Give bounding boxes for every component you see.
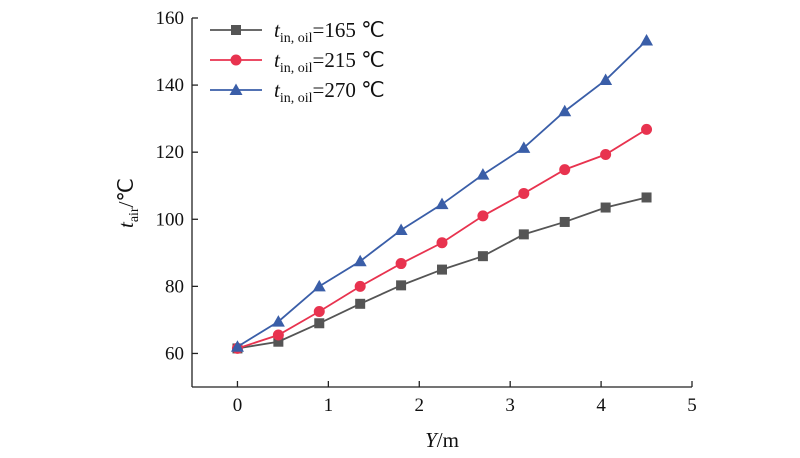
y-tick-label: 60 xyxy=(165,343,184,364)
x-tick-label: 0 xyxy=(233,395,243,416)
x-tick-label: 1 xyxy=(324,395,334,416)
legend-sub: in, oil xyxy=(280,31,313,46)
x-tick-label: 4 xyxy=(596,395,606,416)
x-tick-label: 3 xyxy=(505,395,515,416)
data-point xyxy=(395,258,407,270)
data-point xyxy=(312,279,326,292)
data-point xyxy=(394,223,408,236)
y-tick-label: 80 xyxy=(165,276,184,297)
data-point xyxy=(477,251,488,262)
data-point xyxy=(518,187,530,199)
y-axis-title: tair/℃ xyxy=(114,178,142,228)
y-axis-title-unit: /℃ xyxy=(114,178,138,207)
y-tick-label: 160 xyxy=(156,8,185,29)
legend-value: =215 ℃ xyxy=(313,48,385,72)
series-layer xyxy=(230,33,654,354)
data-point xyxy=(436,237,448,249)
y-axis-title-sub: air xyxy=(127,207,142,222)
data-point xyxy=(641,192,652,203)
legend-item-1: tin, oil=215 ℃ xyxy=(210,48,385,76)
data-point xyxy=(230,340,244,352)
data-point xyxy=(640,33,654,46)
legend-marker xyxy=(230,54,242,66)
legend-item-0: tin, oil=165 ℃ xyxy=(210,18,385,46)
data-point xyxy=(517,141,531,153)
legend-sub: in, oil xyxy=(280,91,313,106)
data-point xyxy=(600,202,611,213)
legend-value: =165 ℃ xyxy=(313,18,385,42)
series-0 xyxy=(232,192,652,354)
data-point xyxy=(273,336,284,347)
data-point xyxy=(435,197,449,210)
x-axis-title-var: Y xyxy=(425,428,439,452)
x-tick-label: 2 xyxy=(415,395,425,416)
legend-label: tin, oil=165 ℃ xyxy=(274,18,385,46)
y-tick-label: 140 xyxy=(156,75,185,96)
data-point xyxy=(558,104,572,117)
legend-var: t xyxy=(274,18,281,42)
data-point xyxy=(477,210,489,222)
legend-marker xyxy=(231,25,241,35)
legend-item-2: tin, oil=270 ℃ xyxy=(210,78,385,106)
x-tick-label: 5 xyxy=(687,395,697,416)
legend-sub: in, oil xyxy=(280,61,313,76)
series-1 xyxy=(231,123,653,354)
data-point xyxy=(396,280,407,291)
data-point xyxy=(559,216,570,227)
legend-label: tin, oil=215 ℃ xyxy=(274,48,385,76)
series-2 xyxy=(230,33,654,352)
data-point xyxy=(476,168,490,180)
data-point xyxy=(272,329,284,341)
series-line-2 xyxy=(236,39,648,348)
y-axis-title-var: t xyxy=(114,221,138,228)
data-point xyxy=(271,315,285,327)
legend-value: =270 ℃ xyxy=(313,78,385,102)
data-point xyxy=(353,254,367,267)
data-point xyxy=(313,306,325,318)
x-axis-title: Y/m xyxy=(425,428,459,452)
legend-label: tin, oil=270 ℃ xyxy=(274,78,385,106)
data-point xyxy=(437,264,447,275)
x-axis-title-unit: /m xyxy=(437,428,459,452)
data-point xyxy=(600,149,612,161)
data-point xyxy=(314,318,325,329)
data-point xyxy=(354,280,366,292)
data-point xyxy=(518,229,529,240)
legend-var: t xyxy=(274,48,281,72)
legend-var: t xyxy=(274,78,281,102)
data-point xyxy=(641,123,653,135)
data-point xyxy=(559,164,571,176)
y-tick-label: 120 xyxy=(156,142,185,163)
data-point xyxy=(355,298,366,309)
y-tick-label: 100 xyxy=(156,209,185,230)
data-point xyxy=(599,73,613,86)
legend-marker xyxy=(229,83,243,95)
